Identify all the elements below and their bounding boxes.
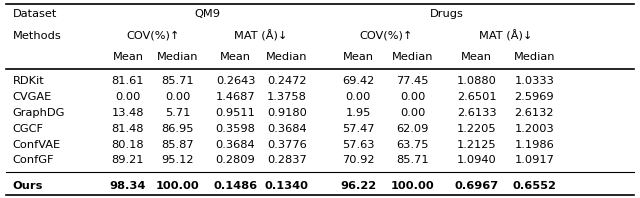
Text: 85.71: 85.71	[397, 155, 429, 165]
Text: 2.5969: 2.5969	[515, 92, 554, 102]
Text: 80.18: 80.18	[112, 140, 144, 149]
Text: 85.87: 85.87	[162, 140, 194, 149]
Text: 0.6967: 0.6967	[455, 181, 499, 191]
Text: 0.1340: 0.1340	[265, 181, 308, 191]
Text: GraphDG: GraphDG	[13, 108, 65, 118]
Text: RDKit: RDKit	[13, 76, 45, 86]
Text: Median: Median	[514, 52, 555, 62]
Text: 70.92: 70.92	[342, 155, 374, 165]
Text: COV(%)↑: COV(%)↑	[359, 31, 412, 41]
Text: 100.00: 100.00	[156, 181, 200, 191]
Text: 98.34: 98.34	[110, 181, 146, 191]
Text: 0.3684: 0.3684	[216, 140, 255, 149]
Text: CVGAE: CVGAE	[13, 92, 52, 102]
Text: 0.00: 0.00	[165, 92, 191, 102]
Text: 0.3776: 0.3776	[267, 140, 307, 149]
Text: 13.48: 13.48	[112, 108, 144, 118]
Text: 1.3758: 1.3758	[267, 92, 307, 102]
Text: 1.4687: 1.4687	[216, 92, 255, 102]
Text: 86.95: 86.95	[162, 124, 194, 134]
Text: ConfVAE: ConfVAE	[13, 140, 61, 149]
Text: 57.47: 57.47	[342, 124, 374, 134]
Text: CGCF: CGCF	[13, 124, 44, 134]
Text: 1.95: 1.95	[346, 108, 371, 118]
Text: Median: Median	[157, 52, 198, 62]
Text: MAT (Å)↓: MAT (Å)↓	[234, 30, 288, 41]
Text: 62.09: 62.09	[397, 124, 429, 134]
Text: 69.42: 69.42	[342, 76, 374, 86]
Text: 0.2837: 0.2837	[267, 155, 307, 165]
Text: Mean: Mean	[220, 52, 251, 62]
Text: 0.9511: 0.9511	[216, 108, 255, 118]
Text: 81.61: 81.61	[112, 76, 144, 86]
Text: MAT (Å)↓: MAT (Å)↓	[479, 30, 532, 41]
Text: 0.00: 0.00	[346, 92, 371, 102]
Text: Mean: Mean	[113, 52, 143, 62]
Text: 0.00: 0.00	[400, 108, 426, 118]
Text: 89.21: 89.21	[112, 155, 144, 165]
Text: 0.2809: 0.2809	[216, 155, 255, 165]
Text: 85.71: 85.71	[162, 76, 194, 86]
Text: Median: Median	[266, 52, 307, 62]
Text: 0.00: 0.00	[400, 92, 426, 102]
Text: 0.2472: 0.2472	[267, 76, 307, 86]
Text: 2.6501: 2.6501	[457, 92, 497, 102]
Text: Methods: Methods	[13, 31, 61, 41]
Text: Ours: Ours	[13, 181, 43, 191]
Text: 0.9180: 0.9180	[267, 108, 307, 118]
Text: 0.00: 0.00	[115, 92, 141, 102]
Text: 1.2125: 1.2125	[457, 140, 497, 149]
Text: 1.0917: 1.0917	[515, 155, 554, 165]
Text: Mean: Mean	[343, 52, 374, 62]
Text: Dataset: Dataset	[13, 9, 57, 19]
Text: 2.6133: 2.6133	[457, 108, 497, 118]
Text: 2.6132: 2.6132	[515, 108, 554, 118]
Text: ConfGF: ConfGF	[13, 155, 54, 165]
Text: 96.22: 96.22	[340, 181, 376, 191]
Text: 0.1486: 0.1486	[214, 181, 257, 191]
Text: 0.3598: 0.3598	[216, 124, 255, 134]
Text: 1.2205: 1.2205	[457, 124, 497, 134]
Text: 1.2003: 1.2003	[515, 124, 554, 134]
Text: 1.0940: 1.0940	[457, 155, 497, 165]
Text: 81.48: 81.48	[112, 124, 144, 134]
Text: 95.12: 95.12	[162, 155, 194, 165]
Text: Mean: Mean	[461, 52, 492, 62]
Text: 0.2643: 0.2643	[216, 76, 255, 86]
Text: 1.0333: 1.0333	[515, 76, 554, 86]
Text: 57.63: 57.63	[342, 140, 374, 149]
Text: 1.0880: 1.0880	[457, 76, 497, 86]
Text: 5.71: 5.71	[165, 108, 191, 118]
Text: 100.00: 100.00	[391, 181, 435, 191]
Text: 1.1986: 1.1986	[515, 140, 554, 149]
Text: 63.75: 63.75	[397, 140, 429, 149]
Text: 0.6552: 0.6552	[513, 181, 556, 191]
Text: 0.3684: 0.3684	[267, 124, 307, 134]
Text: Median: Median	[392, 52, 433, 62]
Text: Drugs: Drugs	[429, 9, 463, 19]
Text: COV(%)↑: COV(%)↑	[126, 31, 180, 41]
Text: 77.45: 77.45	[397, 76, 429, 86]
Text: QM9: QM9	[195, 9, 220, 19]
